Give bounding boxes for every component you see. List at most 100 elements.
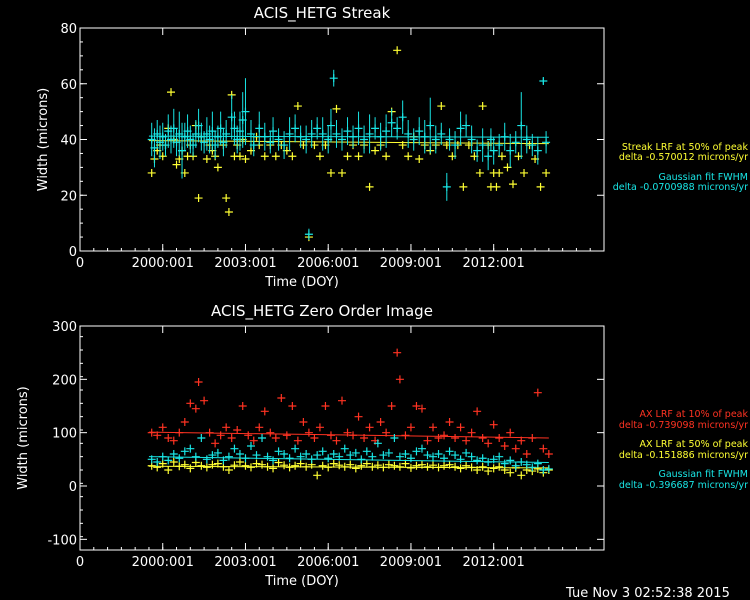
- data-point: [346, 460, 355, 469]
- streak-panel: ACIS_HETG Streak 0 2000:001 2003:001 2006:00…: [36, 4, 748, 290]
- data-point: [517, 121, 526, 130]
- data-point: [258, 460, 267, 469]
- y-tick-label: 200: [52, 373, 77, 388]
- data-point: [451, 141, 460, 150]
- data-point: [293, 102, 302, 111]
- legend-entry: Gaussian fit FWHM: [658, 469, 748, 480]
- data-point: [194, 194, 203, 203]
- data-point: [329, 450, 338, 458]
- data-point: [241, 461, 250, 470]
- data-point: [456, 455, 465, 464]
- data-point: [291, 124, 300, 133]
- data-point: [360, 135, 369, 144]
- data-point: [235, 450, 244, 458]
- data-point: [451, 451, 460, 460]
- data-point: [280, 141, 289, 150]
- data-point: [326, 168, 335, 177]
- data-point: [371, 146, 380, 155]
- data-point: [235, 458, 244, 466]
- data-point: [241, 454, 250, 463]
- data-point: [255, 423, 264, 432]
- data-point: [542, 168, 551, 177]
- data-point: [473, 146, 482, 155]
- data-point: [415, 127, 424, 136]
- data-point: [266, 428, 275, 437]
- data-point: [517, 471, 526, 480]
- data-point: [406, 463, 415, 472]
- data-point: [412, 402, 421, 410]
- data-point: [495, 434, 504, 442]
- data-point: [164, 456, 173, 465]
- data-point: [462, 436, 471, 445]
- data-point: [478, 434, 487, 442]
- data-point: [150, 143, 159, 152]
- data-point: [354, 412, 363, 421]
- legend-trend: delta -0.151886 microns/yr: [619, 450, 748, 461]
- data-point: [544, 464, 553, 473]
- data-point: [186, 444, 195, 453]
- data-point: [467, 452, 476, 461]
- data-point: [296, 132, 305, 141]
- data-point: [373, 439, 382, 448]
- data-point: [360, 434, 369, 442]
- data-point: [445, 460, 454, 469]
- data-point: [338, 396, 346, 405]
- data-point: [175, 462, 184, 471]
- data-point: [417, 444, 426, 453]
- data-point: [489, 146, 498, 155]
- data-point: [246, 442, 255, 450]
- data-point: [213, 459, 222, 468]
- data-point: [351, 464, 360, 473]
- data-point: [288, 402, 297, 410]
- data-point: [520, 168, 529, 177]
- data-point: [528, 463, 537, 472]
- data-point: [362, 459, 371, 468]
- data-point: [332, 104, 341, 113]
- data-point: [332, 129, 341, 138]
- data-point: [180, 447, 189, 456]
- y-tick-label: 20: [60, 189, 77, 204]
- data-point: [194, 378, 203, 386]
- data-point: [489, 455, 498, 464]
- data-point: [172, 160, 181, 169]
- series: [147, 348, 553, 458]
- data-point: [492, 182, 501, 191]
- data-point: [539, 444, 548, 453]
- data-point: [288, 152, 297, 161]
- data-point: [362, 447, 371, 456]
- data-point: [191, 404, 200, 413]
- data-point: [260, 407, 269, 416]
- data-point: [395, 452, 404, 461]
- x-tick-label: 2003:001: [214, 256, 276, 271]
- data-point: [373, 461, 382, 470]
- data-point: [382, 152, 391, 161]
- data-point: [354, 124, 363, 133]
- data-layer: [147, 46, 551, 242]
- data-point: [335, 452, 344, 461]
- data-point: [147, 168, 156, 177]
- data-point: [224, 207, 233, 216]
- y-tick-label: 300: [52, 320, 77, 335]
- data-point: [233, 426, 242, 434]
- data-point: [368, 452, 377, 461]
- data-point: [164, 466, 173, 474]
- data-point: [445, 135, 454, 144]
- data-point: [379, 451, 388, 460]
- data-point: [382, 428, 391, 437]
- data-point: [296, 452, 305, 461]
- data-point: [271, 434, 280, 442]
- data-point: [522, 135, 531, 144]
- data-point: [440, 454, 449, 463]
- data-point: [511, 444, 520, 453]
- data-point: [440, 431, 449, 440]
- data-point: [511, 138, 520, 147]
- data-point: [533, 459, 542, 468]
- data-point: [533, 388, 542, 397]
- data-point: [252, 451, 261, 460]
- data-point: [230, 444, 239, 453]
- data-point: [269, 456, 278, 465]
- trend-line: [148, 140, 549, 145]
- data-point: [219, 456, 228, 465]
- data-point: [208, 127, 217, 136]
- data-point: [249, 436, 258, 445]
